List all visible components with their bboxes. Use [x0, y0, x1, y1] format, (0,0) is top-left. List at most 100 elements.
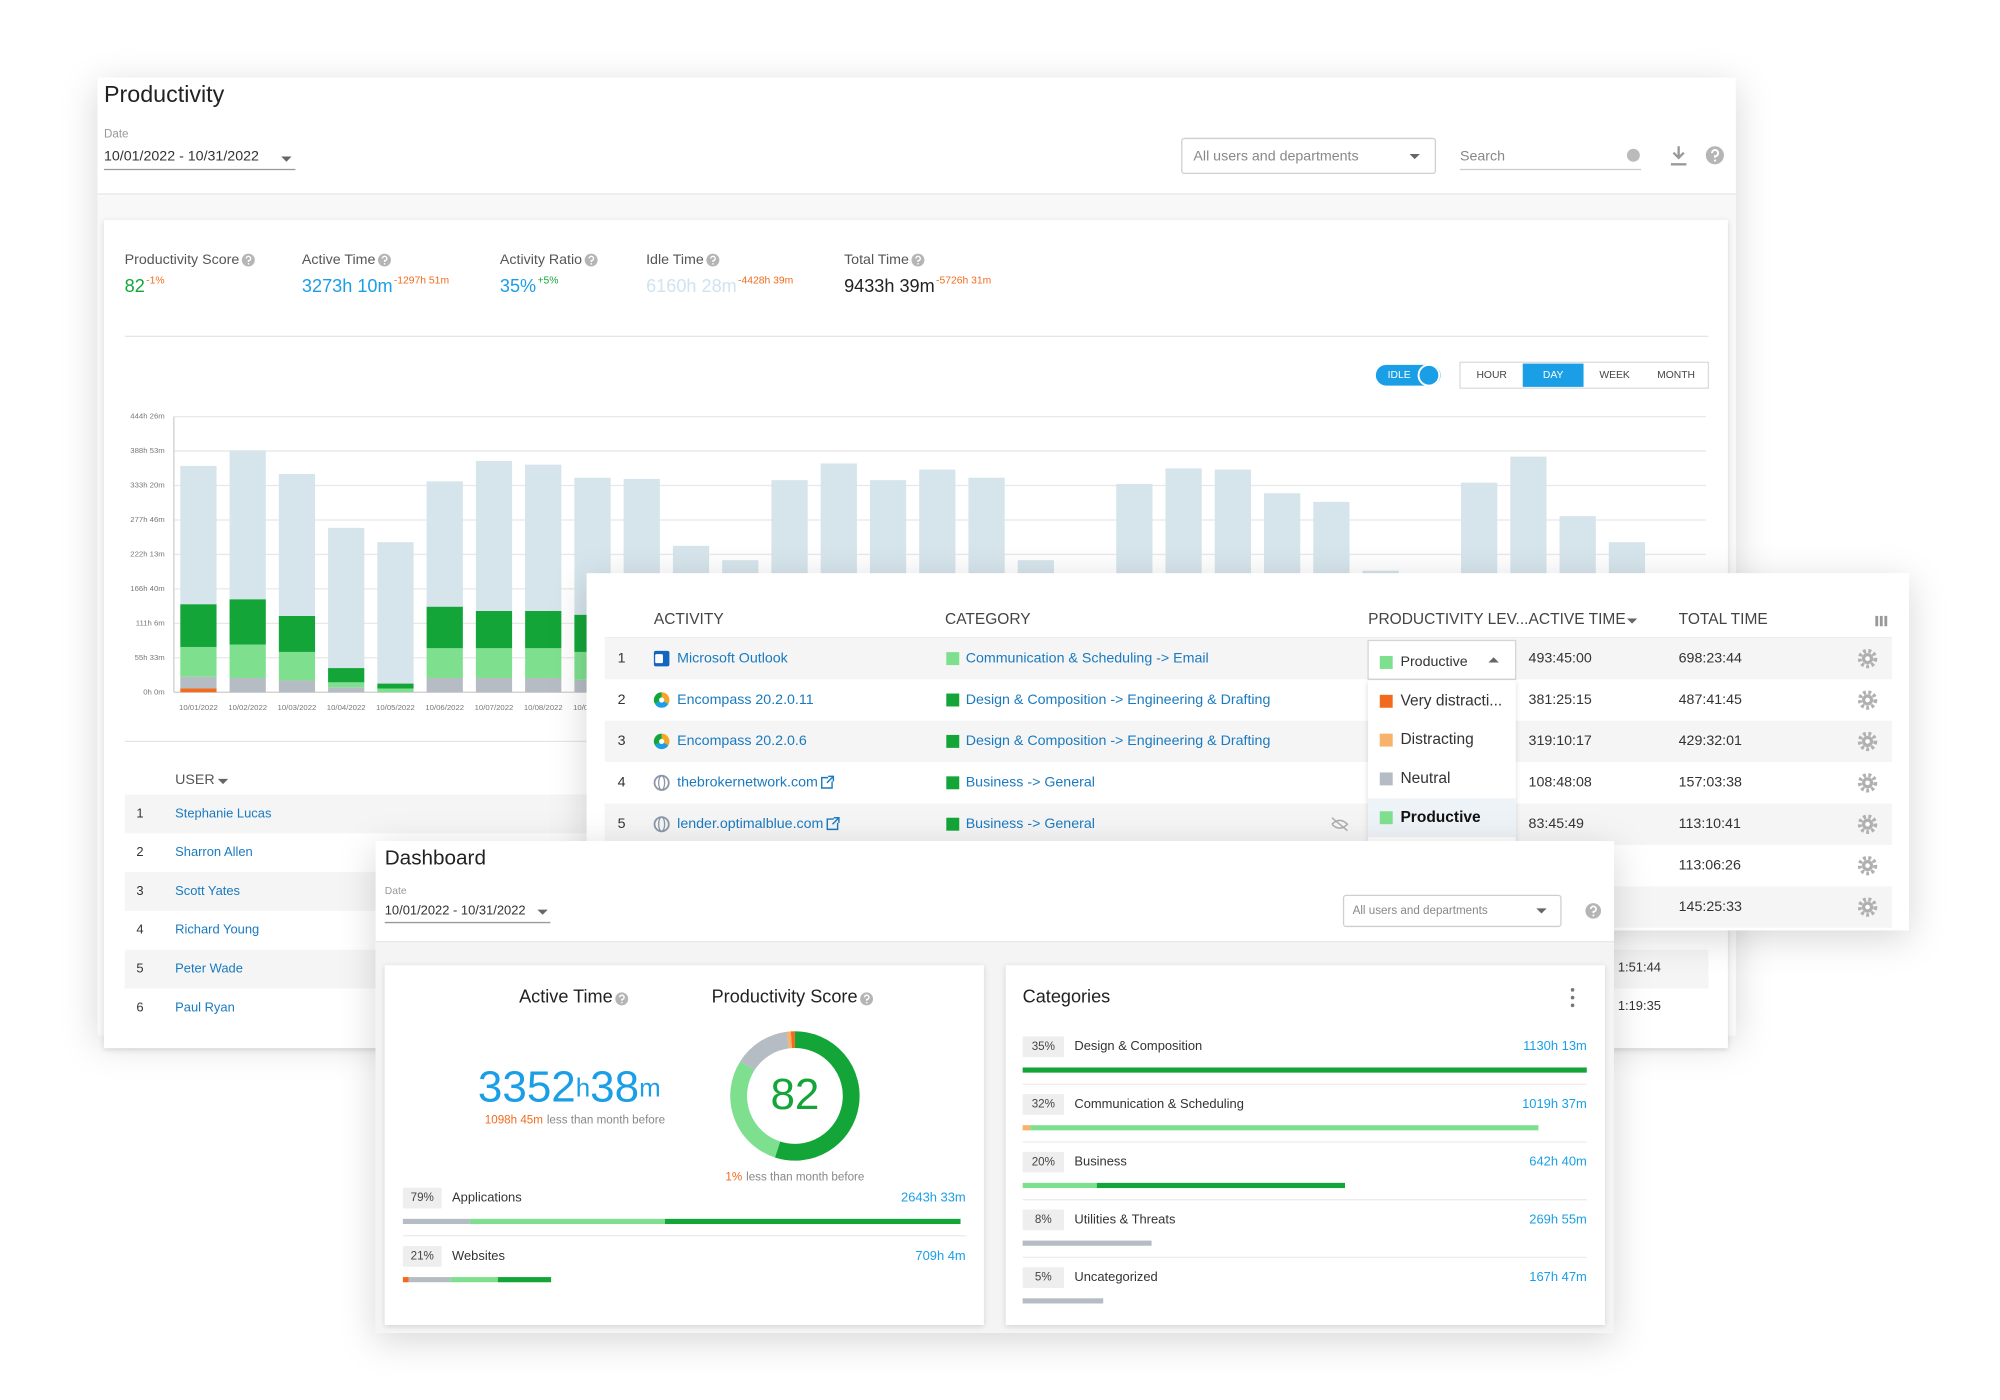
gear-hole: [1865, 904, 1870, 910]
period-button[interactable]: HOUR: [1476, 370, 1506, 381]
table-header[interactable]: USER: [175, 772, 215, 788]
column-header[interactable]: TOTAL TIME: [1679, 611, 1768, 628]
change-amount: 1098h 45m: [485, 1114, 543, 1127]
column-header[interactable]: PRODUCTIVITY LEV...: [1368, 611, 1528, 628]
row-number: 3: [618, 733, 626, 749]
category-name[interactable]: Business -> General: [966, 816, 1095, 832]
bar-segment: [426, 481, 463, 607]
bar-segment: [426, 606, 463, 649]
gear-hole: [1865, 863, 1870, 868]
total-time: 698:23:44: [1679, 650, 1742, 666]
level-option[interactable]: Distracting: [1400, 731, 1473, 748]
date-range[interactable]: 10/01/2022 - 10/31/2022: [385, 902, 526, 917]
help-icon[interactable]: [241, 253, 255, 267]
help-icon[interactable]: [1585, 903, 1602, 919]
total-time: 157:03:38: [1679, 775, 1742, 791]
help-dot: [383, 263, 386, 265]
change-note: less than month before: [746, 1171, 864, 1184]
user-name[interactable]: Scott Yates: [175, 883, 240, 898]
columns-icon: [1875, 615, 1879, 627]
row-number: 1: [618, 650, 626, 666]
filter-select[interactable]: [1342, 894, 1562, 928]
bar-segment: [180, 688, 217, 693]
help-icon[interactable]: [378, 253, 391, 267]
external-link-icon[interactable]: [821, 775, 835, 789]
activity-name[interactable]: lender.optimalblue.com: [677, 816, 823, 832]
percent-label: 21%: [411, 1249, 434, 1262]
item-name: Websites: [452, 1248, 505, 1263]
level-option[interactable]: Neutral: [1400, 770, 1450, 787]
percent-badge: [1022, 1267, 1065, 1288]
score-value: 82: [770, 1070, 819, 1119]
period-button[interactable]: DAY: [1543, 370, 1564, 381]
user-name[interactable]: Richard Young: [175, 922, 259, 937]
user-name[interactable]: Stephanie Lucas: [175, 805, 271, 820]
date-range[interactable]: 10/01/2022 - 10/31/2022: [104, 148, 259, 164]
active-time-part: 3352: [478, 1062, 576, 1111]
external-link-icon[interactable]: [826, 817, 840, 831]
bar-segment: [469, 1218, 665, 1225]
hidden-icon[interactable]: [1331, 817, 1349, 832]
download-icon[interactable]: [1670, 146, 1687, 166]
menu-dot[interactable]: [1570, 995, 1575, 1000]
category-name[interactable]: Design & Composition -> Engineering & Dr…: [966, 733, 1271, 749]
settings-icon[interactable]: [1857, 773, 1878, 793]
column-header[interactable]: ACTIVE TIME: [1529, 611, 1626, 628]
metric-label: Productivity Score: [125, 252, 240, 268]
active-time-total: 3352h38m: [478, 1062, 661, 1111]
help-icon[interactable]: [706, 253, 720, 267]
app-icon-center: [659, 738, 665, 744]
x-tick-label: 10/03/2022: [278, 703, 317, 712]
help-icon[interactable]: [911, 253, 925, 267]
help-icon[interactable]: [860, 992, 874, 1006]
filter-select[interactable]: [1181, 137, 1437, 175]
item-name: Uncategorized: [1074, 1269, 1157, 1284]
help-icon[interactable]: [1705, 146, 1724, 165]
settings-icon[interactable]: [1857, 814, 1878, 834]
x-tick-label: 10/06/2022: [425, 703, 464, 712]
category-name[interactable]: Business -> General: [966, 775, 1095, 791]
y-tick-label: 333h 20m: [130, 481, 164, 490]
column-header[interactable]: ACTIVITY: [654, 611, 724, 628]
settings-icon[interactable]: [1857, 897, 1878, 917]
help-icon[interactable]: [584, 253, 598, 267]
level-option[interactable]: Very distracti...: [1400, 692, 1502, 709]
percent-label: 35%: [1032, 1040, 1055, 1053]
settings-icon[interactable]: [1857, 690, 1878, 710]
activity-name[interactable]: Encompass 20.2.0.6: [677, 733, 807, 749]
gear-hole: [1865, 739, 1870, 744]
category-name[interactable]: Design & Composition -> Engineering & Dr…: [966, 692, 1271, 708]
activity-name[interactable]: Microsoft Outlook: [677, 650, 789, 666]
activity-name[interactable]: Encompass 20.2.0.11: [677, 692, 814, 708]
help-icon[interactable]: [615, 992, 629, 1006]
row-number: 5: [618, 816, 626, 832]
user-name[interactable]: Peter Wade: [175, 961, 243, 976]
user-name[interactable]: Sharron Allen: [175, 844, 253, 859]
period-button[interactable]: WEEK: [1599, 370, 1630, 381]
settings-icon[interactable]: [1857, 648, 1878, 669]
level-option[interactable]: Productive: [1400, 809, 1481, 826]
metric-value: 35%: [500, 276, 536, 296]
page-title: Productivity: [104, 81, 225, 107]
search-input[interactable]: Search: [1460, 148, 1505, 164]
menu-dot[interactable]: [1570, 1003, 1575, 1008]
category-swatch: [946, 734, 960, 748]
card-title: Active Time: [519, 986, 613, 1006]
menu-dot[interactable]: [1570, 988, 1575, 992]
percent-label: 20%: [1032, 1155, 1055, 1168]
user-name[interactable]: Paul Ryan: [175, 999, 235, 1014]
gear-hole: [1865, 656, 1870, 661]
column-header[interactable]: CATEGORY: [945, 611, 1031, 628]
category-name[interactable]: Communication & Scheduling -> Email: [966, 650, 1209, 666]
bar-segment: [475, 611, 513, 649]
settings-icon[interactable]: [1857, 855, 1878, 876]
bar-segment: [525, 611, 562, 649]
x-tick-label: 10/05/2022: [376, 703, 415, 712]
progress-bar: [1022, 1067, 1587, 1073]
settings-icon[interactable]: [1857, 731, 1878, 752]
y-tick-label: 277h 46m: [130, 515, 164, 524]
activity-name[interactable]: thebrokernetwork.com: [677, 775, 818, 791]
active-time: 493:45:00: [1529, 650, 1592, 666]
period-button[interactable]: MONTH: [1657, 370, 1695, 381]
percent-label: 8%: [1035, 1213, 1052, 1226]
